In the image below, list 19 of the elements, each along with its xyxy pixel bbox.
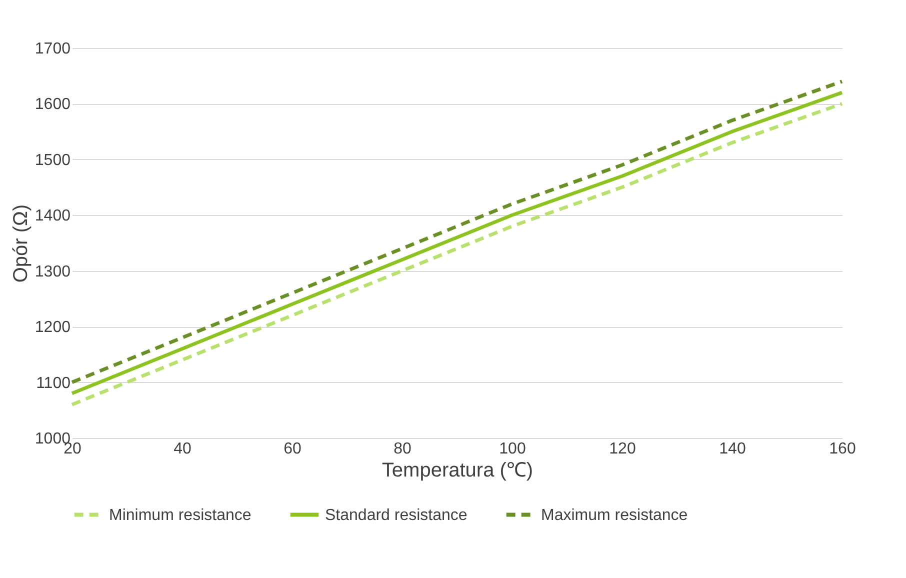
- x-tick-label: 120: [609, 440, 636, 458]
- y-tick-label: 1500: [34, 152, 71, 169]
- y-axis-title: Opór (Ω): [10, 204, 32, 283]
- y-tick-label: 1300: [34, 263, 71, 280]
- x-tick-label: 140: [719, 440, 746, 458]
- x-tick-label: 60: [284, 440, 302, 458]
- x-tick-label: 80: [394, 440, 412, 458]
- legend-label: Maximum resistance: [541, 506, 688, 524]
- y-tick-label: 1200: [34, 319, 71, 336]
- legend-label: Standard resistance: [325, 506, 468, 524]
- x-tick-label: 40: [174, 440, 192, 458]
- x-axis-title: Temperatura (℃): [382, 460, 534, 482]
- x-tick-label: 160: [829, 440, 856, 458]
- y-tick-label: 1700: [34, 40, 71, 58]
- legend-label: Minimum resistance: [109, 506, 252, 524]
- x-tick-label: 100: [499, 440, 526, 458]
- y-tick-label: 1600: [34, 96, 71, 114]
- y-tick-label: 1400: [34, 208, 71, 225]
- y-tick-label: 1100: [36, 374, 71, 392]
